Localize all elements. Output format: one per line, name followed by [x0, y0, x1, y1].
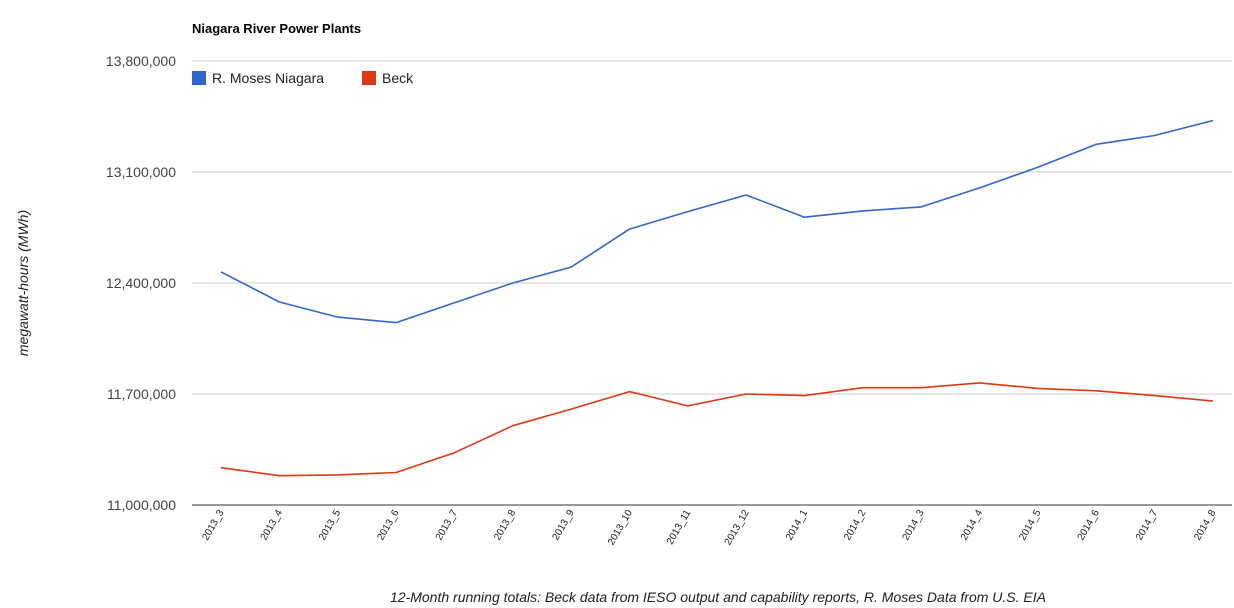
y-axis-label: megawatt-hours (MWh) [15, 210, 31, 356]
x-tick-label: 2014_7 [1134, 508, 1160, 543]
x-tick-label: 2013_9 [550, 508, 576, 543]
series-line-r-moses-niagara [220, 119, 1214, 324]
series-lines [220, 119, 1214, 477]
legend: R. Moses Niagara Beck [192, 70, 414, 86]
y-tick-label: 13,100,000 [106, 164, 176, 180]
x-tick-label: 2014_2 [842, 508, 868, 543]
x-tick-label: 2013_5 [317, 508, 343, 543]
y-tick-label: 12,400,000 [106, 275, 176, 291]
x-tick-label: 2014_5 [1017, 508, 1043, 543]
x-tick-label: 2014_1 [784, 508, 810, 543]
x-tick-label: 2013_6 [375, 508, 401, 543]
x-tick-label: 2013_3 [200, 508, 226, 543]
y-tick-label: 11,700,000 [107, 386, 176, 402]
x-tick-label: 2013_12 [723, 508, 752, 548]
legend-swatch [192, 71, 206, 85]
x-tick-label: 2013_4 [259, 508, 285, 543]
y-axis-ticks: 11,000,000 11,700,000 12,400,000 13,100,000… [106, 53, 176, 513]
legend-label: R. Moses Niagara [212, 70, 324, 86]
y-tick-label: 11,000,000 [107, 497, 176, 513]
x-tick-label: 2013_7 [434, 508, 460, 543]
x-tick-label: 2014_4 [959, 508, 985, 543]
y-tick-label: 13,800,000 [106, 53, 176, 69]
x-tick-label: 2013_10 [606, 508, 635, 548]
x-tick-label: 2013_8 [492, 508, 518, 543]
legend-swatch [362, 71, 376, 85]
x-tick-label: 2014_6 [1076, 508, 1102, 543]
chart-title: Niagara River Power Plants [192, 21, 361, 36]
x-axis-label: 12-Month running totals: Beck data from … [390, 589, 1046, 605]
gridlines [192, 60, 1232, 506]
series-line-beck [220, 382, 1214, 477]
x-tick-label: 2013_11 [665, 508, 694, 547]
x-tick-label: 2014_3 [901, 508, 927, 543]
legend-label: Beck [382, 70, 414, 86]
x-axis-ticks: 2013_3 2013_4 2013_5 2013_6 2013_7 2013_8 2013… [200, 508, 1218, 548]
x-tick-label: 2014_8 [1192, 508, 1218, 543]
